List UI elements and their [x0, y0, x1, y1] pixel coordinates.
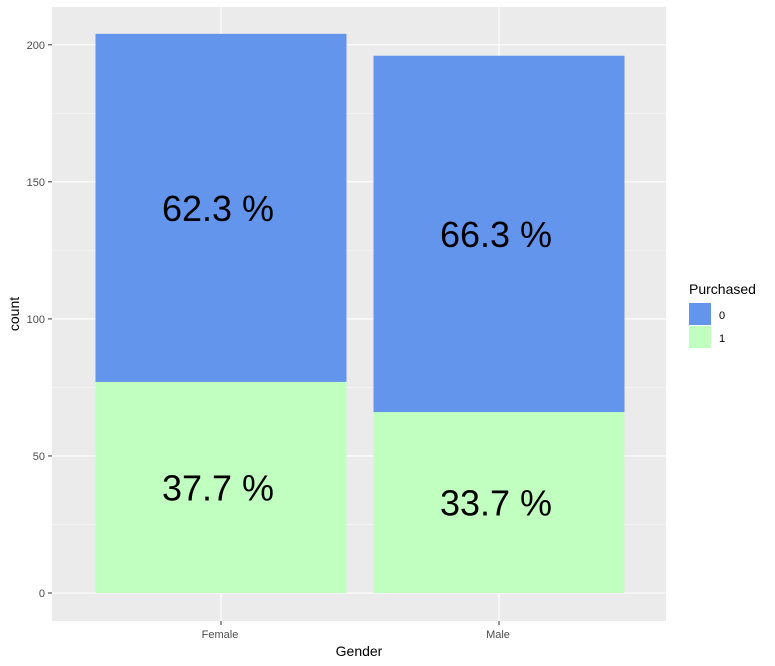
bar-labels: 37.7 % 62.3 % 33.7 % 66.3 % [162, 188, 552, 524]
x-axis: Female Male [202, 621, 510, 641]
y-tick-label: 50 [33, 451, 45, 463]
y-tick-label: 0 [39, 588, 45, 600]
legend-label-1: 1 [719, 333, 725, 345]
bar-segment-1-male [373, 412, 625, 593]
bar-label-0-female: 62.3 % [162, 188, 274, 229]
y-axis-title: count [6, 297, 22, 331]
bar-label-1-female: 37.7 % [162, 467, 274, 508]
bar-label-0-male: 66.3 % [440, 214, 552, 255]
x-axis-title: Gender [336, 643, 383, 659]
bar-segment-0-male [373, 55, 625, 413]
bar-label-1-male: 33.7 % [440, 483, 552, 524]
bar-segment-0-female [95, 33, 347, 382]
y-tick-label: 100 [27, 314, 45, 326]
legend-label-0: 0 [719, 310, 725, 322]
bars [95, 33, 625, 593]
legend-title: Purchased [689, 281, 756, 297]
y-axis: 0 50 100 150 200 [27, 40, 52, 600]
x-tick-label: Female [202, 629, 239, 641]
legend-key-1 [689, 326, 711, 348]
legend-key-0 [689, 303, 711, 325]
legend: Purchased 0 1 [689, 281, 756, 348]
y-tick-label: 150 [27, 177, 45, 189]
x-tick-label: Male [486, 629, 510, 641]
bar-segment-1-female [95, 381, 347, 593]
y-tick-label: 200 [27, 40, 45, 52]
